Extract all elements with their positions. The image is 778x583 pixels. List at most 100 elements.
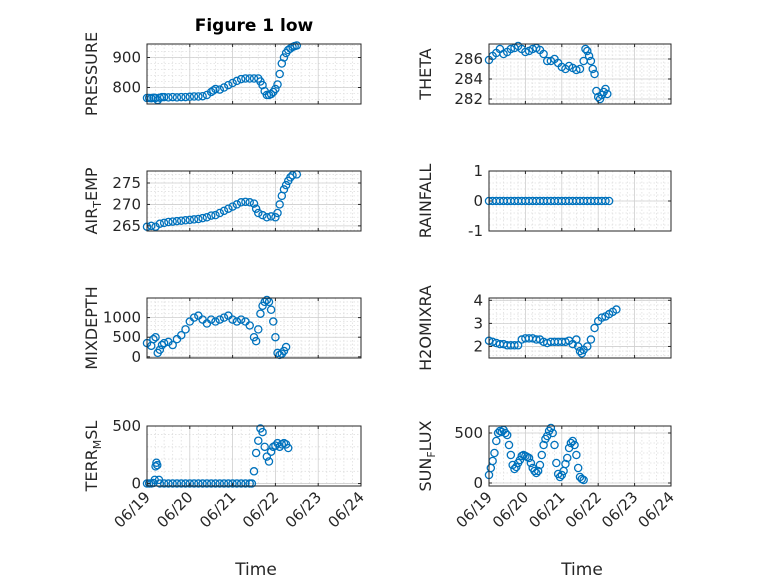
- chart-title: Figure 1 low: [195, 16, 314, 36]
- data-point: [604, 196, 614, 206]
- data-point: [583, 46, 592, 56]
- x-axis-label: Time: [560, 560, 603, 580]
- data-point: [521, 47, 530, 57]
- data-point: [215, 208, 225, 218]
- data-point: [236, 315, 246, 324]
- data-point: [532, 468, 541, 478]
- data-point: [151, 462, 160, 471]
- data-point: [189, 92, 199, 101]
- data-point: [151, 93, 160, 103]
- data-point: [159, 479, 169, 488]
- data-point: [245, 198, 254, 207]
- data-point: [579, 475, 588, 485]
- data-point: [211, 317, 220, 326]
- data-point: [262, 213, 272, 222]
- data-point: [537, 450, 547, 460]
- y-tick-label: -1: [468, 222, 483, 240]
- data-point: [211, 479, 220, 488]
- data-point: [603, 89, 612, 99]
- data-point: [164, 479, 173, 488]
- y-tick-label: 284: [454, 70, 483, 88]
- data-point: [254, 208, 263, 218]
- ylabel-6: H2OMIXRA: [416, 285, 435, 371]
- data-point: [563, 453, 572, 463]
- data-point: [176, 479, 186, 488]
- data-point: [168, 479, 177, 488]
- axes-box: [146, 425, 362, 487]
- subplot-1: 800 900 PRESSURE Figure 1 low: [82, 16, 362, 116]
- data-point: [572, 65, 581, 75]
- y-tick-label: 275: [112, 174, 141, 192]
- data-point: [249, 199, 259, 208]
- data-point: [232, 200, 242, 209]
- data-point: [194, 479, 203, 488]
- data-point: [533, 466, 543, 476]
- data-point: [535, 460, 545, 470]
- data-point: [271, 213, 280, 222]
- data-point: [164, 217, 173, 227]
- y-tick-label: 0: [131, 348, 141, 366]
- y-tick-label: 1: [473, 162, 483, 180]
- axes-box: [146, 297, 362, 359]
- data-point: [172, 93, 182, 102]
- data-point: [601, 196, 610, 206]
- data-point: [262, 295, 272, 305]
- y-tick-label: 2: [473, 337, 483, 355]
- data-point: [159, 92, 169, 102]
- data-point: [510, 464, 519, 474]
- data-point: [211, 84, 220, 94]
- data-point: [273, 208, 282, 218]
- data-point: [155, 479, 165, 488]
- data-point: [586, 56, 596, 66]
- data-point: [224, 479, 233, 488]
- data-point: [245, 321, 254, 330]
- data-point: [168, 92, 177, 102]
- data-point: [168, 217, 177, 226]
- y-tick-label: 1000: [103, 309, 141, 327]
- data-point: [206, 315, 216, 324]
- data-point: [181, 479, 190, 488]
- data-point: [510, 341, 519, 350]
- data-point: [271, 332, 280, 342]
- data-point: [262, 452, 272, 461]
- data-point: [224, 204, 233, 213]
- data-point: [504, 440, 514, 450]
- data-point: [281, 342, 291, 352]
- data-point: [236, 198, 246, 207]
- data-point: [215, 85, 225, 94]
- data-point: [215, 479, 225, 488]
- data-point: [198, 91, 207, 101]
- data-point: [206, 479, 216, 488]
- data-point: [552, 458, 561, 468]
- data-point: [164, 93, 173, 102]
- data-point: [557, 470, 567, 480]
- data-point: [219, 479, 229, 488]
- data-point: [597, 313, 607, 322]
- data-point: [524, 453, 534, 463]
- data-point: [228, 479, 237, 488]
- data-point: [266, 212, 276, 221]
- ylabel-8: SUNFLUX: [416, 420, 438, 491]
- data-point: [251, 448, 261, 458]
- data-point: [575, 64, 585, 74]
- data-point: [283, 443, 293, 453]
- ylabel-4: RAINFALL: [416, 164, 435, 239]
- data-point: [185, 92, 195, 102]
- data-point: [194, 92, 203, 101]
- data-point: [198, 479, 207, 488]
- data-point: [189, 479, 199, 488]
- data-point: [502, 430, 512, 440]
- data-point: [247, 479, 257, 488]
- y-tick-label: 0: [473, 192, 483, 210]
- axes-box: [146, 43, 362, 105]
- data-point: [232, 76, 242, 86]
- y-tick-label: 800: [112, 79, 141, 97]
- data-point: [176, 216, 186, 225]
- y-tick-label: 282: [454, 90, 483, 108]
- data-point: [189, 215, 199, 224]
- data-point: [236, 74, 246, 84]
- data-point: [251, 336, 261, 346]
- data-point: [181, 216, 190, 225]
